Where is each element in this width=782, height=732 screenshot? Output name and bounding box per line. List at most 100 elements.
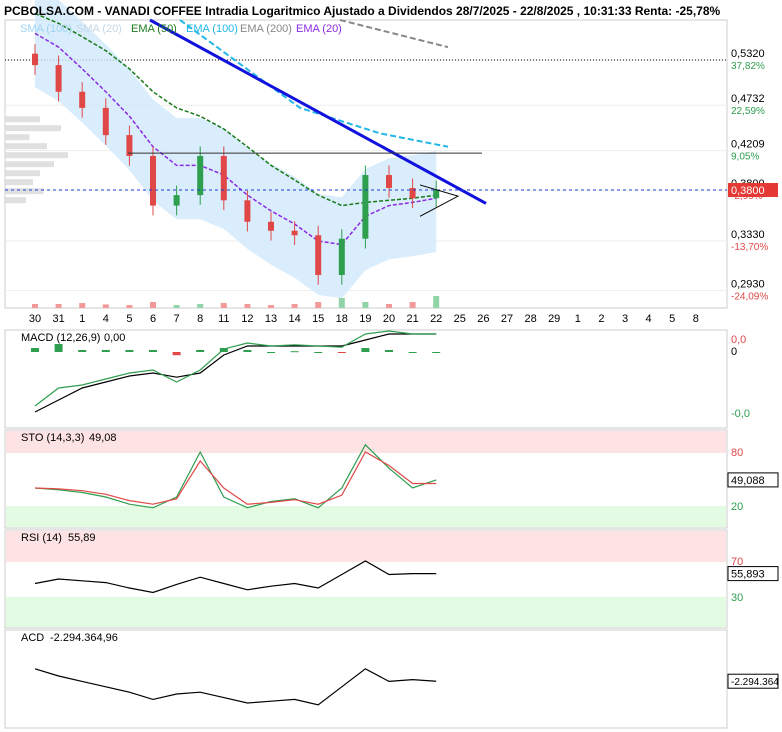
x-tick-label: 8 bbox=[197, 313, 203, 325]
price-tick-label: 0,5320 bbox=[731, 48, 765, 60]
volume-bar bbox=[32, 304, 38, 308]
rsi-level-label: 70 bbox=[731, 556, 743, 568]
x-tick-label: 29 bbox=[548, 313, 560, 325]
ema200-line bbox=[339, 19, 449, 49]
volume-profile-bar bbox=[5, 125, 61, 132]
volume-bar bbox=[244, 304, 251, 308]
x-tick-label: 14 bbox=[288, 313, 300, 325]
price-tick-pct: -13,70% bbox=[731, 242, 768, 253]
macd-histogram-bar bbox=[219, 348, 228, 352]
volume-profile-bar bbox=[5, 134, 30, 141]
x-tick-label: 5 bbox=[126, 313, 132, 325]
macd-tick-label: 0 bbox=[731, 346, 737, 358]
macd-histogram-bar bbox=[290, 351, 299, 353]
candle-body bbox=[433, 189, 440, 199]
candle-body bbox=[315, 235, 322, 275]
legend-sma20: SMA (20) bbox=[76, 23, 122, 35]
x-tick-label: 4 bbox=[103, 313, 109, 325]
candle-body bbox=[362, 175, 369, 239]
rsi-panel: 70 30 55,893 bbox=[4, 529, 779, 629]
volume-profile-bar bbox=[5, 179, 33, 186]
rsi-overbought-zone bbox=[6, 531, 726, 562]
macd-histogram-bar bbox=[337, 352, 346, 353]
legend-ema20: EMA (20) bbox=[296, 23, 342, 35]
volume-profile-bar bbox=[5, 188, 44, 195]
ema20-line bbox=[34, 32, 437, 246]
volume-bar bbox=[338, 298, 345, 308]
volume-bar bbox=[362, 302, 369, 308]
sto-frame bbox=[4, 429, 728, 529]
candle-body bbox=[268, 221, 274, 231]
acd-line bbox=[34, 668, 437, 706]
acd-panel: -1.249.52-2.294.364 bbox=[4, 629, 779, 729]
sto-k-line bbox=[34, 443, 437, 509]
sto-d-line bbox=[34, 451, 437, 505]
x-tick-label: 4 bbox=[646, 313, 652, 325]
macd-histogram-bar bbox=[78, 350, 87, 352]
x-tick-label: 6 bbox=[150, 313, 156, 325]
x-tick-label: 22 bbox=[430, 313, 442, 325]
macd-histogram-bar bbox=[54, 344, 63, 352]
macd-histogram-bar bbox=[361, 348, 370, 352]
volume-bar bbox=[102, 304, 109, 308]
macd-value: 0,00 bbox=[104, 332, 125, 344]
last-price-label: 0,3800 bbox=[731, 185, 765, 197]
volume-bar bbox=[197, 304, 204, 308]
volume-bar bbox=[409, 302, 416, 308]
volume-bar bbox=[173, 305, 180, 308]
candle-body bbox=[409, 187, 416, 199]
indicator-legend: SMA (100) SMA (20) EMA (50) EMA (100) EM… bbox=[20, 23, 342, 35]
acd-last-marker bbox=[727, 673, 779, 689]
x-tick-label: 25 bbox=[454, 313, 466, 325]
sto-overbought-zone bbox=[6, 431, 726, 453]
volume-profile-bar bbox=[5, 152, 68, 159]
volume-bar bbox=[386, 304, 392, 308]
rsi-last-marker bbox=[727, 566, 779, 582]
price-tick-label: 0,4209 bbox=[731, 138, 765, 150]
sto-value: 49,08 bbox=[89, 432, 117, 444]
price-tick-pct: 22,59% bbox=[731, 106, 765, 117]
x-tick-label: 19 bbox=[359, 313, 371, 325]
candle-body bbox=[291, 230, 298, 236]
macd-histogram-bar bbox=[149, 350, 157, 352]
macd-histogram-bar bbox=[408, 352, 417, 353]
macd-line bbox=[34, 330, 437, 407]
volume-profile-bar bbox=[5, 116, 40, 123]
candle-body bbox=[126, 135, 133, 156]
volume-bar bbox=[126, 305, 133, 308]
macd-histogram-bar bbox=[432, 352, 441, 353]
x-tick-label: 1 bbox=[575, 313, 581, 325]
x-tick-label: 8 bbox=[693, 313, 699, 325]
volume-profile-bar bbox=[5, 161, 54, 168]
x-tick-label: 11 bbox=[218, 313, 229, 325]
volume-bar bbox=[433, 296, 440, 308]
rsi-frame bbox=[4, 529, 728, 629]
macd-histogram-bar bbox=[196, 350, 205, 352]
x-tick-label: 3 bbox=[622, 313, 628, 325]
volume-profile-bar bbox=[5, 197, 26, 204]
price-tick-label: 0,3330 bbox=[731, 229, 765, 241]
ema100-line bbox=[179, 19, 449, 148]
legend-ema50: EMA (50) bbox=[131, 23, 177, 35]
macd-histogram-bar bbox=[385, 350, 393, 352]
volume-bar bbox=[220, 303, 227, 308]
macd-histogram-bar bbox=[267, 352, 275, 353]
x-tick-label: 12 bbox=[241, 313, 253, 325]
volume-bar bbox=[268, 305, 274, 308]
price-tick-label: 0,2930 bbox=[731, 278, 765, 290]
rsi-last-label: 55,893 bbox=[731, 569, 765, 581]
x-tick-label: 2 bbox=[598, 313, 604, 325]
sto-title: STO (14,3,3) bbox=[21, 432, 84, 444]
triangle-pattern bbox=[419, 184, 460, 217]
price-tick-pct: 37,82% bbox=[731, 61, 765, 72]
macd-histogram-bar bbox=[314, 352, 323, 353]
x-tick-label: 31 bbox=[52, 313, 64, 325]
candle-body bbox=[220, 155, 227, 201]
last-price-marker bbox=[728, 182, 778, 197]
candle-body bbox=[150, 155, 156, 206]
volume-profile-bar bbox=[5, 170, 40, 177]
x-tick-label: 20 bbox=[383, 313, 395, 325]
x-tick-label: 27 bbox=[501, 313, 513, 325]
